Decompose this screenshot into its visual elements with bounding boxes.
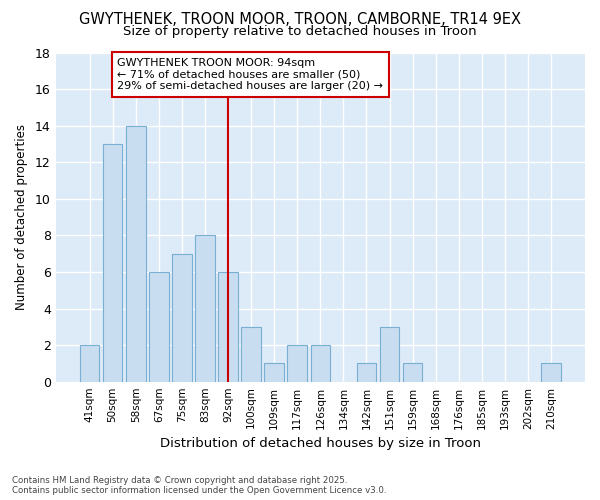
Bar	[149, 272, 169, 382]
Bar	[241, 327, 261, 382]
Bar	[380, 327, 400, 382]
Bar	[265, 364, 284, 382]
Bar	[80, 345, 100, 382]
Y-axis label: Number of detached properties: Number of detached properties	[15, 124, 28, 310]
Bar	[103, 144, 122, 382]
Text: GWYTHENEK TROON MOOR: 94sqm
← 71% of detached houses are smaller (50)
29% of sem: GWYTHENEK TROON MOOR: 94sqm ← 71% of det…	[117, 58, 383, 91]
Bar	[403, 364, 422, 382]
Bar	[311, 345, 330, 382]
Text: Size of property relative to detached houses in Troon: Size of property relative to detached ho…	[123, 25, 477, 38]
Bar	[172, 254, 191, 382]
Bar	[287, 345, 307, 382]
Text: Contains HM Land Registry data © Crown copyright and database right 2025.
Contai: Contains HM Land Registry data © Crown c…	[12, 476, 386, 495]
Bar	[195, 236, 215, 382]
Bar	[218, 272, 238, 382]
Bar	[126, 126, 146, 382]
Bar	[356, 364, 376, 382]
X-axis label: Distribution of detached houses by size in Troon: Distribution of detached houses by size …	[160, 437, 481, 450]
Bar	[541, 364, 561, 382]
Text: GWYTHENEK, TROON MOOR, TROON, CAMBORNE, TR14 9EX: GWYTHENEK, TROON MOOR, TROON, CAMBORNE, …	[79, 12, 521, 28]
